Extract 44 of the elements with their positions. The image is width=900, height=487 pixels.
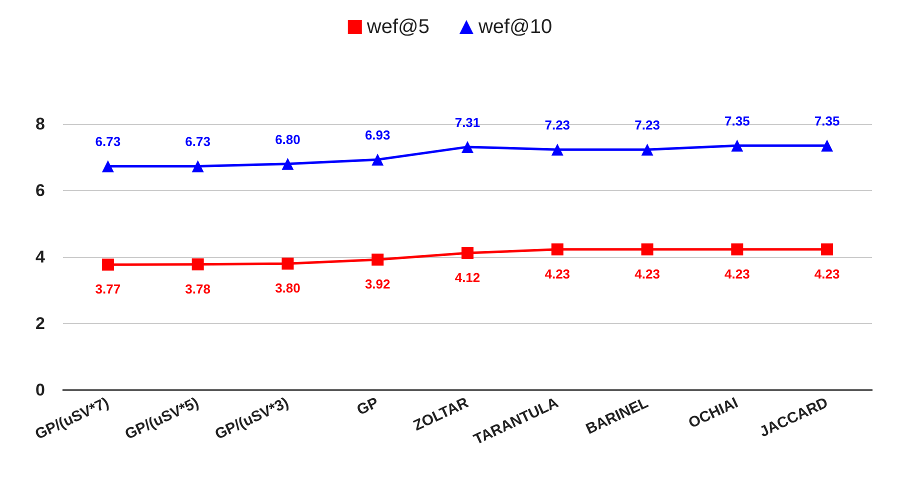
- data-label: 3.78: [185, 281, 210, 296]
- data-label: 6.73: [95, 134, 121, 150]
- point: [462, 247, 474, 260]
- data-label: 3.80: [275, 280, 300, 296]
- point: [821, 140, 834, 152]
- point: [372, 154, 384, 166]
- point: [372, 254, 384, 266]
- point: [282, 258, 294, 270]
- point: [102, 160, 114, 172]
- y-tick-label: 2: [36, 314, 45, 333]
- y-tick-label: 6: [36, 181, 45, 200]
- data-label: 4.23: [634, 266, 660, 282]
- point: [551, 144, 564, 156]
- data-label: 7.35: [724, 114, 750, 129]
- point: [192, 258, 204, 270]
- y-tick-label: 4: [36, 248, 46, 266]
- data-label: 6.80: [275, 132, 300, 147]
- point: [641, 243, 654, 256]
- data-label: 3.92: [364, 276, 390, 292]
- point: [462, 140, 474, 153]
- data-label: 7.31: [454, 114, 480, 130]
- point: [731, 243, 744, 256]
- data-label: 6.73: [185, 134, 210, 150]
- data-label: 4.23: [724, 266, 750, 282]
- y-tick-label: 0: [36, 380, 45, 400]
- point: [192, 160, 204, 172]
- legend-label: wef@5: [366, 16, 430, 38]
- data-label: 4.12: [454, 270, 480, 286]
- data-label: 7.23: [544, 118, 570, 133]
- point: [551, 243, 564, 256]
- point: [641, 144, 654, 156]
- data-label: 4.23: [814, 266, 840, 282]
- point: [731, 140, 744, 152]
- data-label: 3.77: [95, 282, 121, 297]
- y-tick-label: 8: [36, 114, 45, 134]
- x-tick-label: GP: [354, 394, 382, 419]
- legend-label: wef@10: [477, 16, 552, 38]
- point: [821, 243, 834, 256]
- data-label: 7.23: [634, 118, 660, 133]
- data-label: 6.93: [364, 128, 390, 143]
- data-label: 4.23: [544, 266, 570, 282]
- point: [102, 258, 114, 271]
- data-label: 7.35: [814, 114, 840, 129]
- point: [282, 158, 294, 170]
